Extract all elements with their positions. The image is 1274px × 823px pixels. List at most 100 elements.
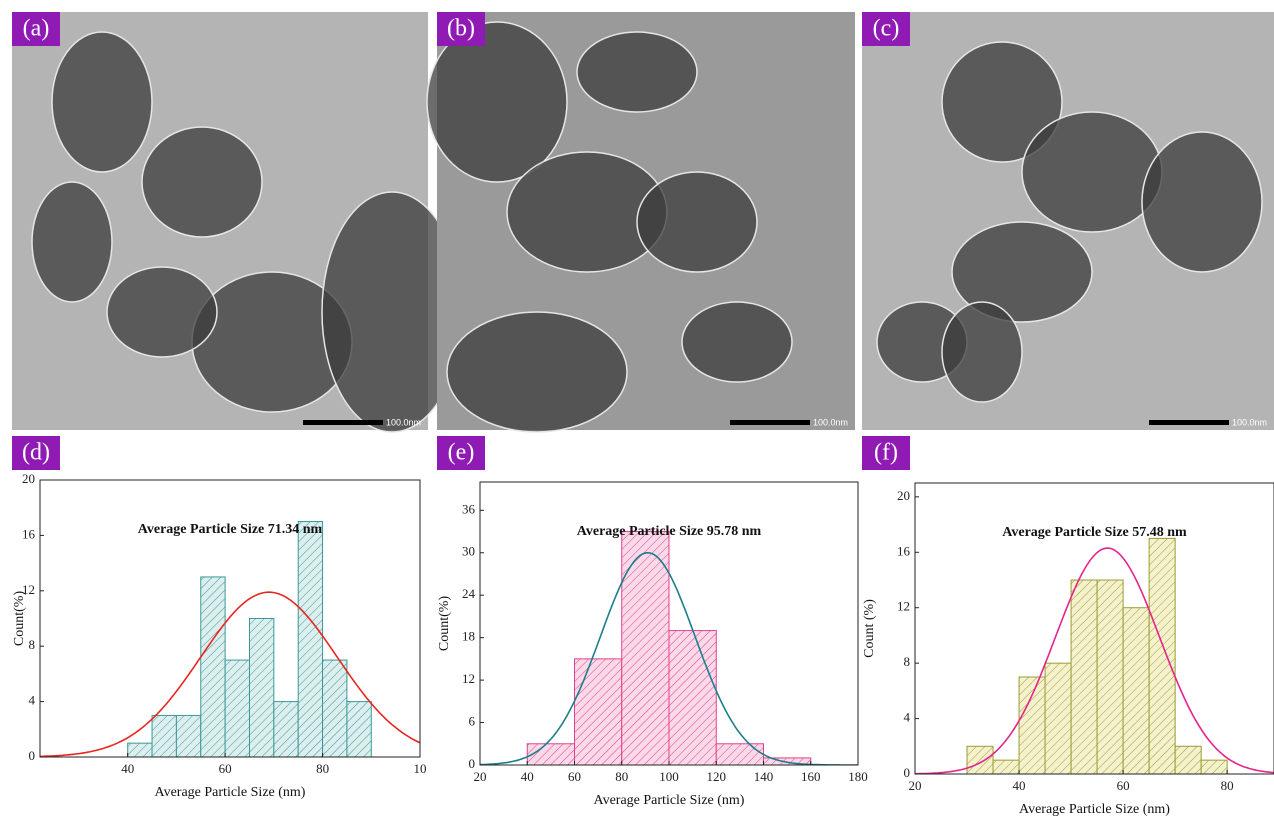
y-tick-label: 30 (462, 544, 475, 559)
x-tick-label: 60 (219, 761, 232, 776)
x-tick-label: 120 (707, 769, 727, 784)
panel-label: (a) (23, 16, 50, 42)
bar (248, 618, 275, 757)
panel-label: (e) (448, 440, 475, 466)
bar (966, 745, 994, 774)
y-tick-label: 20 (897, 488, 910, 503)
bar (1122, 607, 1150, 774)
particle (941, 301, 1023, 403)
y-tick-label: 12 (22, 582, 35, 597)
scale-bar-label: 100.0nm (1232, 417, 1267, 427)
particle (1021, 111, 1163, 233)
x-axis-label: Average Particle Size (nm) (155, 785, 306, 800)
x-tick-label: 10 (414, 761, 427, 776)
tem-image: 100.0nm (12, 12, 463, 433)
fit-curve (915, 547, 1274, 774)
bar (127, 742, 153, 757)
scale-bar (303, 420, 383, 425)
panel-label: (f) (874, 440, 898, 466)
x-tick-label: 80 (1221, 778, 1234, 793)
x-tick-label: 60 (1117, 778, 1130, 793)
panel-label: (c) (873, 16, 900, 42)
bar (346, 701, 372, 757)
y-tick-label: 6 (469, 714, 476, 729)
particle (426, 21, 568, 183)
panel-label-box (437, 12, 485, 46)
x-tick-label: 140 (754, 769, 774, 784)
scale-bar-label: 100.0nm (813, 417, 848, 427)
bar (992, 759, 1020, 774)
particle (106, 266, 218, 358)
x-tick-label: 160 (801, 769, 821, 784)
panel-label-box (862, 12, 910, 46)
bar (668, 630, 717, 765)
bar (224, 659, 250, 757)
bar (1200, 759, 1228, 774)
panel-label-box (437, 436, 485, 470)
tem-image: 100.0nm (426, 12, 855, 433)
chart-title: Average Particle Size 71.34 nm (138, 522, 323, 537)
x-tick-label: 80 (615, 769, 628, 784)
bar (526, 743, 575, 765)
bar (1096, 579, 1124, 774)
particle (681, 301, 793, 383)
plot-area (480, 531, 858, 765)
y-tick-label: 12 (897, 599, 910, 614)
chart-title: Average Particle Size 57.48 nm (1002, 525, 1187, 540)
bar (1018, 676, 1046, 774)
panel-label: (d) (22, 440, 50, 466)
bar (1148, 537, 1176, 774)
y-tick-label: 8 (29, 637, 36, 652)
x-tick-label: 20 (909, 778, 922, 793)
y-tick-label: 24 (462, 586, 476, 601)
plot-area (40, 521, 420, 757)
panel-label-box (12, 12, 60, 46)
bar (322, 659, 348, 757)
x-tick-label: 40 (521, 769, 534, 784)
y-tick-label: 16 (897, 543, 911, 558)
bar (1070, 579, 1098, 774)
bar (175, 714, 202, 757)
bar (1044, 662, 1072, 774)
particle (446, 311, 628, 433)
y-tick-label: 18 (462, 629, 475, 644)
y-axis-label: Count(%) (12, 591, 27, 647)
y-tick-label: 0 (469, 756, 476, 771)
bar (621, 531, 670, 765)
x-tick-label: 100 (659, 769, 679, 784)
particle (941, 41, 1063, 163)
x-tick-label: 80 (316, 761, 329, 776)
bar (1174, 745, 1202, 774)
x-tick-label: 60 (568, 769, 581, 784)
panel-label: (b) (447, 16, 475, 42)
bar (574, 658, 623, 765)
x-tick-label: 180 (848, 769, 868, 784)
y-tick-label: 0 (29, 748, 36, 763)
x-tick-label: 40 (121, 761, 134, 776)
tem-image: 100.0nm (862, 12, 1274, 430)
plot-area (915, 537, 1274, 774)
y-tick-label: 4 (904, 710, 911, 725)
bar (715, 743, 764, 765)
particle (141, 126, 263, 238)
particle (31, 181, 113, 303)
y-tick-label: 16 (22, 526, 36, 541)
bar (151, 714, 177, 757)
scale-bar-label: 100.0nm (386, 417, 421, 427)
y-tick-label: 20 (22, 471, 35, 486)
bar (273, 701, 299, 757)
particle (576, 31, 698, 113)
y-tick-label: 4 (29, 693, 36, 708)
scale-bar (730, 420, 810, 425)
panel-label-box (12, 436, 60, 470)
axis-frame (914, 482, 1274, 775)
y-tick-label: 36 (462, 501, 476, 516)
x-tick-label: 20 (474, 769, 487, 784)
bar (200, 576, 226, 757)
y-tick-label: 0 (904, 765, 911, 780)
particle (1141, 131, 1263, 273)
chart-title: Average Particle Size 95.78 nm (577, 524, 762, 539)
particle (51, 31, 153, 173)
fit-curve (40, 591, 420, 757)
